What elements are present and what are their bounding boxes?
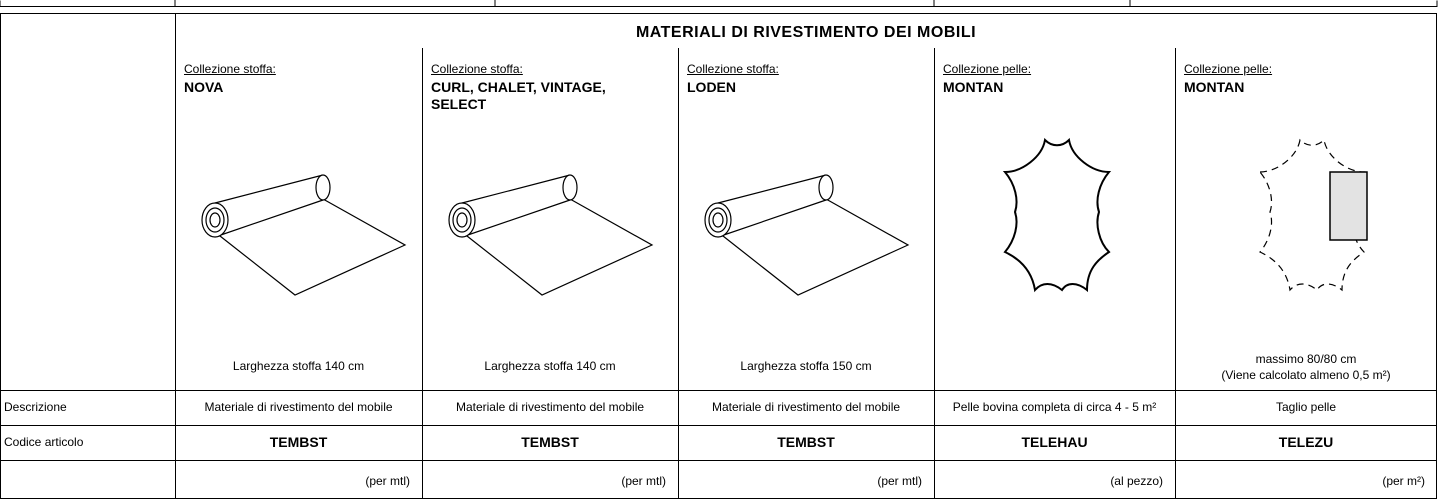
item-code: TEMBST bbox=[777, 434, 835, 450]
unit: (per m²) bbox=[1382, 474, 1425, 488]
unit: (per mtl) bbox=[621, 474, 666, 488]
item-code: TELEHAU bbox=[1021, 434, 1088, 450]
collection-label: Collezione stoffa: bbox=[184, 62, 276, 76]
collection-label: Collezione stoffa: bbox=[687, 62, 779, 76]
collection-name: CURL, CHALET, VINTAGE, SELECT bbox=[431, 79, 606, 112]
row-label: Descrizione bbox=[4, 400, 67, 414]
collection-label: Collezione stoffa: bbox=[431, 62, 523, 76]
description: Materiale di rivestimento del mobile bbox=[455, 400, 645, 414]
collection-name: LODEN bbox=[687, 79, 736, 95]
unit: (al pezzo) bbox=[1110, 474, 1163, 488]
note: Larghezza stoffa 140 cm bbox=[484, 359, 616, 373]
fabric-roll-icon bbox=[704, 174, 909, 296]
unit: (per mtl) bbox=[365, 474, 410, 488]
unit: (per mtl) bbox=[877, 474, 922, 488]
description: Taglio pelle bbox=[1275, 400, 1337, 414]
collection-name: MONTAN bbox=[1184, 79, 1245, 95]
item-code: TEMBST bbox=[269, 434, 328, 450]
description: Pelle bovina completa di circa 4 - 5 m² bbox=[952, 400, 1157, 414]
collection-label: Collezione pelle: bbox=[1184, 62, 1273, 76]
note: Larghezza stoffa 140 cm bbox=[232, 359, 365, 373]
cut-area bbox=[1329, 171, 1368, 241]
table-title: MATERIALI DI RIVESTIMENTO DEI MOBILI bbox=[635, 24, 977, 41]
row-label: Codice articolo bbox=[4, 435, 84, 449]
note: massimo 80/80 cm bbox=[1255, 352, 1357, 366]
collection-name: NOVA bbox=[184, 79, 224, 95]
collection-label: Collezione pelle: bbox=[943, 62, 1032, 76]
description: Materiale di rivestimento del mobile bbox=[204, 400, 393, 414]
collection-name: MONTAN bbox=[943, 79, 1004, 95]
note: (Viene calcolato almeno 0,5 m²) bbox=[1221, 368, 1391, 382]
item-code: TELEZU bbox=[1278, 434, 1334, 450]
leather-hide-icon bbox=[1004, 139, 1110, 291]
description: Materiale di rivestimento del mobile bbox=[711, 400, 901, 414]
fabric-roll-icon bbox=[448, 174, 653, 296]
note: Larghezza stoffa 150 cm bbox=[740, 359, 872, 373]
item-code: TEMBST bbox=[521, 434, 579, 450]
fabric-roll-icon bbox=[201, 174, 406, 296]
